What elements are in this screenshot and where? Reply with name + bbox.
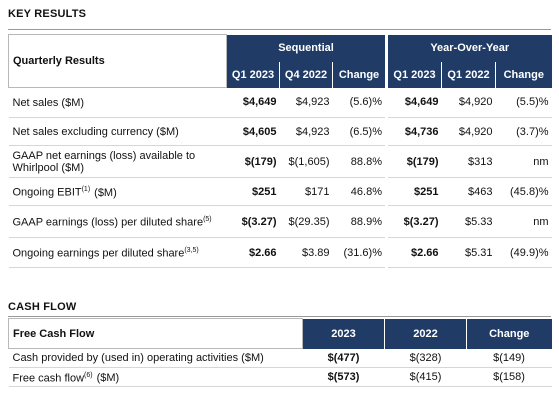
value-cell: $2.66 bbox=[226, 237, 280, 268]
column-header: Q1 2022 bbox=[441, 61, 496, 88]
value-cell: $4,605 bbox=[226, 117, 280, 146]
data-row: GAAP earnings (loss) per diluted share(5… bbox=[8, 205, 552, 238]
row-header: Free Cash Flow bbox=[8, 318, 303, 349]
label-cell: Net sales ($M) bbox=[8, 87, 227, 118]
column-header: 2023 bbox=[302, 318, 385, 349]
value-cell: (6.5)% bbox=[332, 117, 387, 146]
column-header-row: Q1 2023 Q4 2022 Change Q1 2023 Q1 2022 Change bbox=[9, 61, 552, 88]
value-cell: $(3.27) bbox=[385, 205, 442, 238]
column-header: Change bbox=[332, 61, 387, 88]
value-cell: $(179) bbox=[226, 145, 280, 178]
value-cell: nm bbox=[495, 205, 552, 238]
value-cell: $5.33 bbox=[441, 205, 496, 238]
value-cell: $(29.35) bbox=[279, 205, 333, 238]
row-label: Free cash flow bbox=[12, 372, 85, 385]
value-cell: $4,649 bbox=[226, 87, 280, 118]
value-cell: $(149) bbox=[466, 348, 552, 368]
value-cell: $(477) bbox=[302, 348, 385, 368]
value-cell: 88.8% bbox=[332, 145, 387, 178]
column-header: Q1 2023 bbox=[226, 61, 280, 88]
data-row: Cash provided by (used in) operating act… bbox=[8, 348, 552, 368]
data-row: Net sales excluding currency ($M) $4,605 $… bbox=[8, 117, 552, 146]
column-header: 2022 bbox=[384, 318, 467, 349]
rule bbox=[8, 316, 551, 317]
value-cell: $(1,605) bbox=[279, 145, 333, 178]
value-cell: $463 bbox=[441, 177, 496, 206]
value-cell: $(179) bbox=[385, 145, 442, 178]
data-row: Ongoing EBIT(1) ($M) $251 $171 46.8% $251 $463… bbox=[8, 177, 552, 206]
label-cell: Free cash flow(6) ($M) bbox=[8, 367, 303, 387]
data-row: Net sales ($M) $4,649 $4,923 (5.6)% $4,649 $4… bbox=[8, 87, 552, 118]
value-cell: $5.31 bbox=[441, 237, 496, 268]
value-cell: $(158) bbox=[466, 367, 552, 387]
value-cell: (45.8)% bbox=[495, 177, 552, 206]
row-label-end: ($M) bbox=[96, 372, 120, 385]
column-header: Q1 2023 bbox=[385, 61, 442, 88]
row-label: Net sales excluding currency ($M) bbox=[12, 125, 179, 138]
value-cell: $4,920 bbox=[441, 117, 496, 146]
value-cell: $4,923 bbox=[279, 87, 333, 118]
value-cell: $251 bbox=[385, 177, 442, 206]
value-cell: (49.9)% bbox=[495, 237, 552, 268]
value-cell: $171 bbox=[279, 177, 333, 206]
value-cell: $(573) bbox=[302, 367, 385, 387]
footnote-ref: (6) bbox=[84, 371, 93, 379]
column-header: Q4 2022 bbox=[279, 61, 333, 88]
value-cell: nm bbox=[495, 145, 552, 178]
group-header-row: Quarterly Results Sequential Year-Over-Yea… bbox=[8, 34, 552, 88]
value-cell: $313 bbox=[441, 145, 496, 178]
section-title: KEY RESULTS bbox=[8, 8, 87, 20]
value-cell: $(415) bbox=[384, 367, 467, 387]
header-row: Free Cash Flow 2023 2022 Change bbox=[8, 318, 552, 349]
footnote-ref: (1) bbox=[81, 186, 91, 194]
value-cell: 88.9% bbox=[332, 205, 387, 238]
value-cell: $4,736 bbox=[385, 117, 442, 146]
cash-flow-table: Free Cash Flow 2023 2022 Change Cash provide… bbox=[8, 318, 552, 387]
row-label: Net sales ($M) bbox=[12, 96, 85, 109]
value-cell: $(328) bbox=[384, 348, 467, 368]
value-cell: $251 bbox=[226, 177, 280, 206]
label-cell: GAAP earnings (loss) per diluted share(5… bbox=[8, 205, 227, 238]
value-cell: (5.5)% bbox=[495, 87, 552, 118]
value-cell: 46.8% bbox=[332, 177, 387, 206]
value-cell: $4,649 bbox=[385, 87, 442, 118]
label-cell: Ongoing EBIT(1) ($M) bbox=[8, 177, 227, 206]
key-results-table: Quarterly Results Sequential Year-Over-Yea… bbox=[8, 34, 552, 268]
row-label: GAAP net earnings (loss) available to Wh… bbox=[12, 149, 196, 174]
label-cell: Cash provided by (used in) operating act… bbox=[8, 348, 303, 368]
row-header: Quarterly Results bbox=[8, 34, 227, 88]
column-header: Change bbox=[494, 61, 552, 88]
value-cell: $4,923 bbox=[279, 117, 333, 146]
label-cell: GAAP net earnings (loss) available to Wh… bbox=[8, 145, 227, 178]
data-row: Ongoing earnings per diluted share(3,5) $… bbox=[8, 237, 552, 268]
value-cell: $(3.27) bbox=[226, 205, 280, 238]
label-cell: Net sales excluding currency ($M) bbox=[8, 117, 227, 146]
group-header: Year-Over-Year bbox=[384, 34, 552, 62]
value-cell: $3.89 bbox=[279, 237, 333, 268]
group-header: Sequential bbox=[226, 34, 387, 62]
footnote-ref: (3,5) bbox=[184, 247, 199, 255]
value-cell: (31.6)% bbox=[332, 237, 387, 268]
rule bbox=[8, 29, 551, 30]
column-header: Change bbox=[466, 318, 552, 349]
data-row: Free cash flow(6) ($M) $(573) $(415) $(158) bbox=[8, 367, 552, 387]
value-cell: (3.7)% bbox=[495, 117, 552, 146]
section-title: CASH FLOW bbox=[8, 301, 77, 313]
label-cell: Ongoing earnings per diluted share(3,5) bbox=[8, 237, 227, 268]
data-row: GAAP net earnings (loss) available to Wh… bbox=[8, 145, 552, 178]
value-cell: $4,920 bbox=[441, 87, 496, 118]
row-label: Cash provided by (used in) operating act… bbox=[12, 352, 264, 364]
value-cell: (5.6)% bbox=[332, 87, 387, 118]
footnote-ref: (5) bbox=[203, 216, 212, 224]
value-cell: $2.66 bbox=[385, 237, 442, 268]
row-label-end: ($M) bbox=[94, 186, 117, 199]
row-label: GAAP earnings (loss) per diluted share bbox=[12, 216, 204, 229]
row-label: Ongoing EBIT bbox=[12, 186, 82, 199]
row-label: Ongoing earnings per diluted share bbox=[12, 247, 185, 260]
